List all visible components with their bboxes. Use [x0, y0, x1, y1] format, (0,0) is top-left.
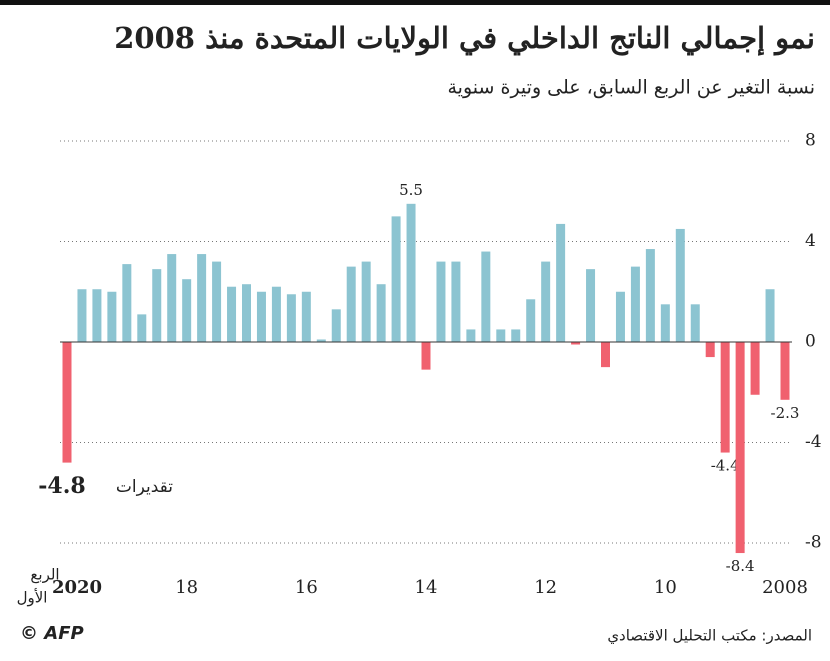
bar — [406, 203, 416, 342]
x-tick-label: 18 — [175, 577, 198, 598]
bar — [62, 342, 72, 463]
chart-title: نمو إجمالي الناتج الداخلي في الولايات ال… — [114, 21, 815, 56]
bar — [137, 314, 147, 342]
bar — [466, 329, 476, 342]
bar — [227, 286, 237, 342]
bar — [152, 269, 162, 342]
bar — [271, 286, 281, 342]
bar — [675, 228, 685, 342]
y-tick-label: -4 — [805, 432, 822, 452]
bar — [77, 289, 87, 342]
bar — [735, 342, 745, 554]
bar — [391, 216, 401, 342]
value-label: -2.3 — [771, 404, 800, 422]
bar — [481, 251, 491, 342]
bar — [242, 284, 251, 342]
chart-subtitle: نسبة التغير عن الربع السابق، على وتيرة س… — [448, 77, 816, 99]
y-tick-label: 4 — [805, 231, 816, 251]
x-label: الربع — [30, 566, 59, 584]
bar — [301, 291, 311, 342]
bar — [630, 266, 640, 342]
annotation: تقديرات — [116, 477, 173, 497]
y-tick-label: 8 — [805, 131, 816, 151]
bar — [256, 291, 266, 342]
bar — [122, 264, 132, 342]
x-tick-label: 16 — [295, 577, 318, 598]
x-tick-label: 14 — [415, 577, 438, 598]
bar — [720, 342, 730, 453]
bar — [167, 254, 177, 342]
bar — [511, 329, 521, 342]
source: المصدر: مكتب التحليل الاقتصادي — [607, 627, 812, 646]
bar — [780, 342, 790, 400]
bar — [541, 261, 551, 342]
bar — [331, 309, 341, 342]
bar — [107, 291, 117, 342]
bar — [586, 269, 596, 342]
bar — [182, 279, 192, 342]
bar — [496, 329, 506, 342]
value-label: 5.5 — [399, 181, 423, 199]
bar — [645, 249, 655, 342]
bar — [92, 289, 102, 342]
bar — [765, 289, 775, 342]
value-label: -8.4 — [726, 557, 755, 575]
bar — [705, 342, 715, 358]
bar — [316, 339, 326, 342]
bar — [526, 299, 536, 342]
bar — [451, 261, 461, 342]
bar — [750, 342, 760, 395]
y-tick-label: -8 — [805, 533, 822, 553]
x-tick-label: 12 — [534, 577, 557, 598]
top-bar — [0, 0, 830, 5]
value-label: -4.8 — [38, 473, 85, 499]
credit: © AFP — [20, 623, 84, 644]
bar — [660, 304, 670, 342]
bar — [421, 342, 431, 370]
x-tick-label: 2008 — [762, 577, 808, 598]
bar — [361, 261, 371, 342]
bar — [197, 254, 207, 342]
bar — [286, 294, 296, 342]
y-tick-label: 0 — [805, 332, 816, 352]
bar — [212, 261, 222, 342]
value-label: -4.4 — [711, 457, 740, 475]
bar — [346, 266, 356, 342]
x-tick-label: 2020 — [52, 577, 102, 598]
x-tick-label: 10 — [654, 577, 677, 598]
bar — [690, 304, 700, 342]
bar — [571, 342, 581, 345]
bar — [436, 261, 446, 342]
bar — [601, 342, 610, 368]
bar — [376, 284, 386, 342]
bar — [615, 291, 625, 342]
x-label: الأول — [17, 588, 48, 607]
bar — [556, 223, 566, 342]
